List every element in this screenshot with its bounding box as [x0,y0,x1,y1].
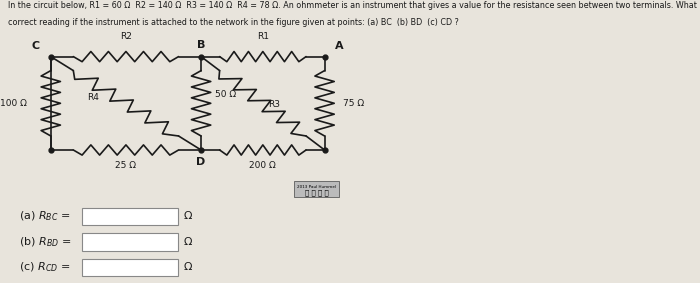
Text: 200 Ω: 200 Ω [249,161,276,170]
Text: 50 Ω: 50 Ω [214,90,236,99]
Text: R3: R3 [268,100,280,110]
Text: (b) $R_{BD}$ =: (b) $R_{BD}$ = [19,235,71,249]
Text: In the circuit below, R1 = 60 Ω  R2 = 140 Ω  R3 = 140 Ω  R4 = 78 Ω. An ohmmeter : In the circuit below, R1 = 60 Ω R2 = 140… [8,1,700,10]
Text: Ω: Ω [183,211,192,222]
Text: Ⓒ ⓠ ⓢ ⓞ: Ⓒ ⓠ ⓢ ⓞ [304,190,328,196]
FancyBboxPatch shape [294,181,339,197]
FancyBboxPatch shape [82,233,178,251]
Text: 25 Ω: 25 Ω [116,161,136,170]
Text: B: B [197,40,205,50]
Text: 75 Ω: 75 Ω [344,99,365,108]
Text: Ω: Ω [183,262,192,273]
Text: A: A [335,41,344,51]
Text: (c) $R_{CD}$ =: (c) $R_{CD}$ = [19,261,70,274]
Text: D: D [197,157,206,167]
Text: R1: R1 [257,32,269,41]
Text: C: C [32,41,40,51]
Text: (a) $R_{BC}$ =: (a) $R_{BC}$ = [19,210,70,223]
Text: Ω: Ω [183,237,192,247]
Text: R4: R4 [88,93,99,102]
Text: correct reading if the instrument is attached to the network in the figure given: correct reading if the instrument is att… [8,18,458,27]
FancyBboxPatch shape [82,208,178,225]
FancyBboxPatch shape [82,259,178,276]
Text: 2013 Paul Hummel: 2013 Paul Hummel [297,185,336,188]
Text: R2: R2 [120,32,132,41]
Text: 100 Ω: 100 Ω [0,99,27,108]
